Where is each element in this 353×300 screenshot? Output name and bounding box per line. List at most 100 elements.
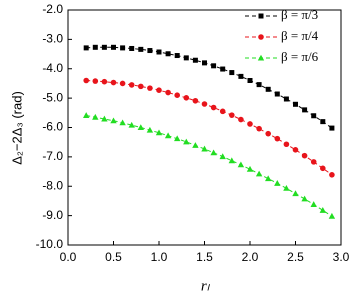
marker: [247, 78, 253, 83]
marker: [138, 46, 144, 52]
marker: [165, 89, 171, 96]
x-tick-label: 2.5: [287, 250, 304, 264]
marker: [92, 44, 98, 50]
y-tick-label: -6.0: [42, 120, 63, 134]
marker: [202, 60, 207, 66]
marker: [256, 125, 262, 132]
marker: [137, 124, 144, 130]
marker: [311, 113, 317, 119]
marker: [165, 51, 171, 57]
marker: [283, 141, 290, 148]
marker: [210, 104, 217, 111]
marker: [247, 121, 253, 127]
y-tick-label: -5.0: [42, 90, 63, 104]
y-tick-label: -10.0: [36, 237, 64, 251]
marker: [329, 171, 335, 178]
marker: [92, 113, 99, 120]
marker: [111, 44, 116, 50]
marker: [147, 48, 153, 54]
series-line: [86, 114, 333, 217]
marker: [283, 185, 290, 191]
y-axis-title: Δ₂−2Δ₃ (rad): [9, 91, 24, 165]
legend-marker: [258, 34, 264, 40]
marker: [128, 82, 135, 88]
marker: [293, 101, 298, 107]
marker: [302, 107, 308, 113]
marker: [101, 44, 107, 50]
marker: [219, 153, 226, 160]
marker: [229, 70, 235, 76]
marker: [192, 142, 199, 148]
marker: [256, 82, 262, 88]
x-tick-label: 3.0: [333, 250, 350, 264]
marker: [110, 79, 117, 86]
marker: [183, 55, 189, 61]
y-tick-label: -2.0: [42, 2, 63, 16]
marker: [164, 132, 172, 139]
x-tick-label: 0.5: [105, 250, 122, 264]
marker: [301, 195, 308, 202]
x-axis-title: rₗ: [201, 278, 211, 294]
marker: [228, 157, 235, 164]
y-tick-label: -9.0: [42, 208, 63, 222]
marker: [301, 152, 308, 159]
marker: [229, 112, 235, 118]
marker: [174, 92, 180, 98]
legend-label: β = π/4: [281, 28, 319, 43]
marker: [220, 66, 226, 72]
marker: [328, 212, 336, 219]
marker: [174, 135, 181, 142]
y-tick-label: -7.0: [42, 149, 63, 163]
marker: [219, 108, 226, 115]
marker: [283, 96, 289, 102]
marker: [238, 73, 244, 79]
marker: [183, 95, 190, 101]
marker: [101, 78, 108, 85]
marker: [274, 135, 281, 142]
marker: [210, 149, 217, 156]
marker: [265, 86, 271, 92]
x-tick-label: 2.0: [242, 250, 259, 264]
legend-label: β = π/3: [281, 7, 318, 22]
marker: [320, 119, 326, 125]
marker: [83, 112, 90, 118]
marker: [292, 147, 299, 153]
marker: [265, 175, 272, 182]
marker: [292, 190, 299, 197]
y-tick-label: -8.0: [42, 178, 63, 192]
marker: [156, 49, 162, 55]
marker: [156, 87, 162, 93]
marker: [128, 121, 135, 128]
marker: [255, 170, 263, 177]
marker: [274, 91, 280, 97]
marker: [201, 145, 208, 152]
x-tick-label: 0.0: [60, 250, 77, 264]
marker: [329, 125, 335, 131]
marker: [92, 78, 99, 84]
marker: [183, 138, 190, 145]
marker: [155, 129, 163, 136]
marker: [119, 80, 126, 87]
y-tick-label: -4.0: [42, 61, 63, 75]
marker: [319, 207, 326, 213]
marker: [192, 97, 199, 104]
marker: [120, 45, 126, 51]
marker: [110, 117, 117, 124]
marker: [211, 63, 217, 69]
marker: [265, 130, 272, 137]
marker: [238, 116, 244, 123]
legend-marker: [258, 13, 264, 19]
marker: [138, 83, 144, 90]
marker: [237, 161, 245, 168]
marker: [201, 101, 208, 107]
y-tick-label: -3.0: [42, 32, 63, 46]
marker: [146, 126, 154, 133]
plot-frame: [67, 9, 342, 246]
marker: [83, 45, 89, 51]
marker: [129, 45, 135, 51]
marker: [274, 180, 281, 186]
marker: [83, 77, 89, 84]
marker: [320, 165, 326, 172]
